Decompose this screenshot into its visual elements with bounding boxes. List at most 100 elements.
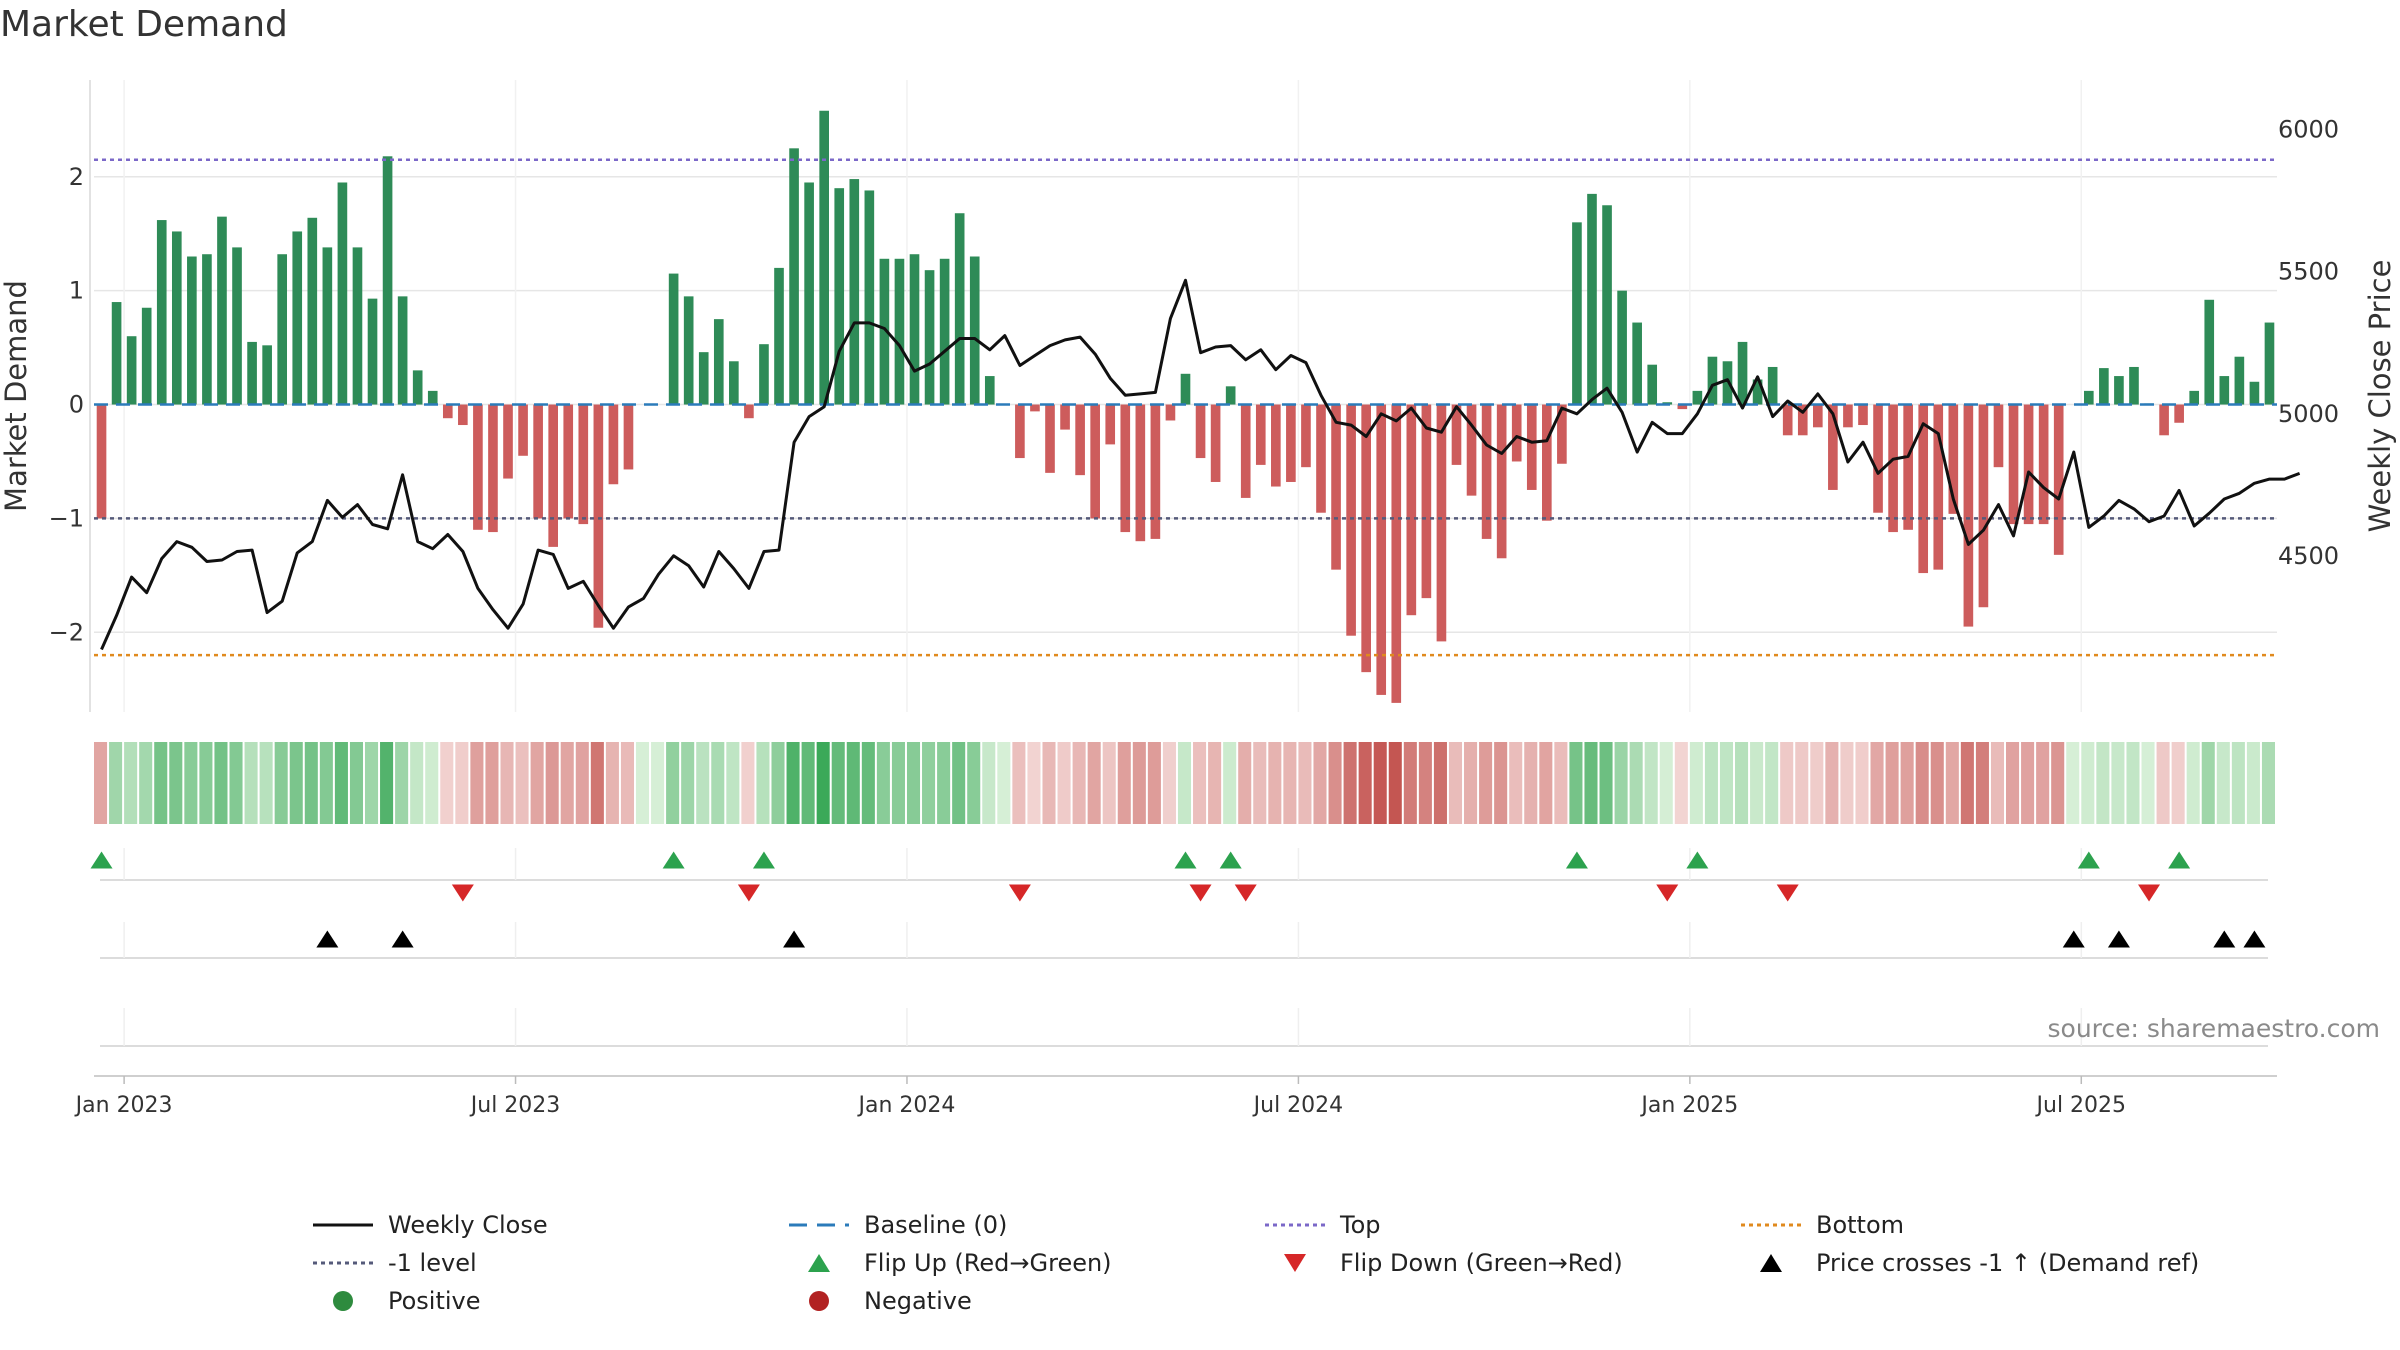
demand-bar: [1090, 404, 1100, 519]
heatmap-cell: [1614, 742, 1628, 824]
heatmap-cell: [560, 742, 574, 824]
heatmap-cell: [1494, 742, 1508, 824]
heatmap-cell: [259, 742, 273, 824]
demand-bar: [1587, 193, 1597, 405]
demand-bar: [352, 247, 363, 405]
heatmap-cell: [982, 742, 996, 824]
heatmap-cell: [319, 742, 333, 824]
heatmap-cell: [952, 742, 966, 824]
demand-bar: [1105, 404, 1116, 445]
demand-bar: [307, 217, 318, 405]
demand-bar: [804, 182, 814, 405]
heatmap-cell: [1719, 742, 1734, 824]
demand-bar: [789, 148, 799, 405]
demand-bar: [1526, 404, 1537, 490]
demand-bar: [1767, 366, 1778, 405]
legend-label: Negative: [864, 1287, 972, 1315]
heatmap-cell: [530, 742, 544, 824]
demand-bar: [1496, 404, 1507, 559]
heatmap-cell: [1810, 742, 1824, 824]
demand-bar: [608, 404, 619, 485]
demand-bar: [397, 296, 408, 405]
demand-bar: [1451, 404, 1462, 465]
heatmap-cell: [139, 742, 153, 824]
demand-bar: [1030, 404, 1040, 412]
heatmap-cell: [1388, 742, 1402, 824]
heatmap-cell: [304, 742, 318, 824]
heatmap-cell: [1253, 742, 1267, 824]
heatmap-cell: [1298, 742, 1312, 824]
heatmap-cell: [1629, 742, 1643, 824]
heatmap-cell: [1057, 742, 1071, 824]
demand-bar: [548, 404, 559, 547]
legend-label: Flip Up (Red→Green): [864, 1249, 1112, 1277]
heatmap-cell: [1930, 742, 1944, 824]
demand-bar: [1752, 379, 1763, 405]
y-axis-title-right: Weekly Close Price: [2363, 260, 2397, 533]
demand-bar: [1150, 404, 1161, 539]
heatmap-cell: [1915, 742, 1929, 824]
demand-bar: [698, 352, 709, 405]
heatmap-cell: [1840, 742, 1854, 824]
demand-bar: [1677, 404, 1688, 410]
demand-bar: [141, 307, 152, 405]
heatmap-cell: [1795, 742, 1809, 824]
flip-down-marker: [1234, 884, 1257, 902]
demand-bar: [1195, 404, 1206, 459]
heatmap-cell: [1674, 742, 1688, 824]
heatmap-cell: [1328, 742, 1342, 824]
demand-bar: [1812, 404, 1823, 428]
demand-bar: [2174, 404, 2184, 423]
demand-bar: [1782, 404, 1793, 436]
demand-bar: [1737, 341, 1748, 405]
demand-bar: [1165, 404, 1176, 421]
legend-swatch: [1738, 1208, 1804, 1242]
demand-bar: [2219, 376, 2230, 405]
demand-bar: [458, 404, 468, 426]
heatmap-cell: [1735, 742, 1749, 824]
heatmap-cell: [545, 742, 559, 824]
heatmap-cell: [500, 742, 514, 824]
demand-bar: [156, 220, 167, 405]
legend-label: Price crosses -1 ↑ (Demand ref): [1816, 1249, 2200, 1277]
demand-bar: [1406, 404, 1417, 616]
demand-bar: [1843, 404, 1853, 428]
demand-bar: [1888, 404, 1898, 533]
demand-bar: [488, 404, 498, 533]
demand-bar: [1045, 404, 1055, 473]
demand-bar: [1075, 404, 1085, 476]
demand-bar: [503, 404, 513, 479]
heatmap-cell: [741, 742, 755, 824]
heatmap-cell: [1870, 742, 1884, 824]
price-cross-marker: [783, 930, 806, 948]
legend-swatch: [310, 1284, 376, 1318]
legend-item: Weekly Close: [310, 1208, 548, 1242]
demand-bar: [1331, 404, 1341, 570]
demand-bar: [2114, 376, 2124, 405]
demand-bar: [2038, 404, 2049, 525]
heatmap-cell: [2156, 742, 2170, 824]
demand-bar: [1346, 404, 1356, 636]
y-tick-label-left: 1: [69, 277, 84, 305]
flip-up-marker: [752, 851, 775, 869]
heatmap-cell: [906, 742, 921, 824]
demand-bar: [2204, 299, 2215, 405]
legend-swatch: [1262, 1246, 1328, 1280]
y-axis-title-left: Market Demand: [0, 280, 33, 512]
heatmap-cell: [1223, 742, 1237, 824]
demand-bar: [2189, 390, 2200, 405]
demand-bar: [427, 390, 438, 405]
heatmap-cell: [876, 742, 890, 824]
demand-bar: [2159, 404, 2169, 436]
demand-bar: [954, 213, 965, 405]
heatmap-cell: [786, 742, 800, 824]
heatmap-cell: [756, 742, 770, 824]
heatmap-cell: [1855, 742, 1869, 824]
heatmap-cell: [1509, 742, 1523, 824]
heatmap-cell: [846, 742, 860, 824]
heatmap-cell: [1825, 742, 1839, 824]
heatmap-cell: [1373, 742, 1387, 824]
heatmap-cell: [229, 742, 243, 824]
heatmap-cell: [2066, 742, 2080, 824]
